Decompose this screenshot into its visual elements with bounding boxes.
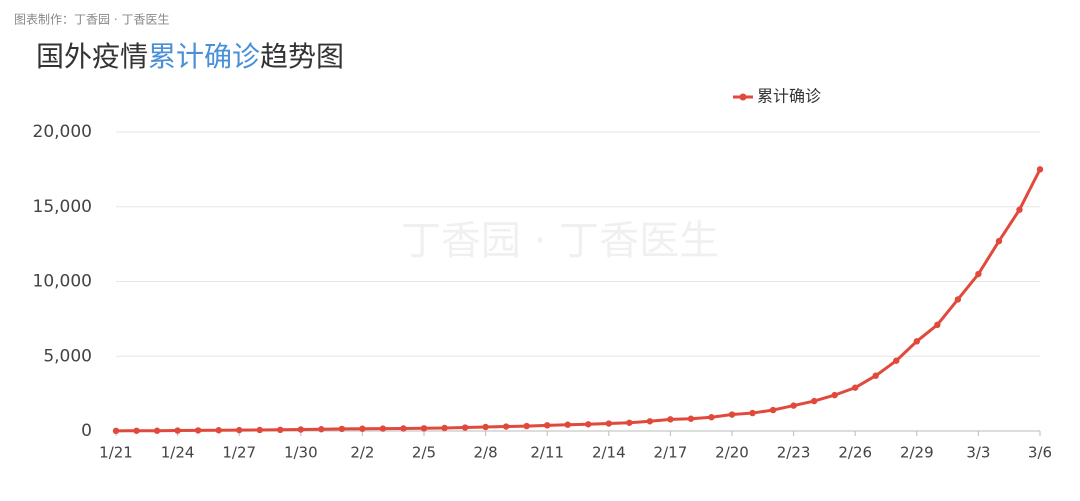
x-tick-label: 3/6 [1028, 444, 1052, 462]
x-tick-label: 2/20 [715, 444, 749, 462]
point [153, 427, 161, 434]
y-tick-label: 10,000 [33, 272, 92, 292]
x-tick-label: 3/3 [966, 444, 990, 462]
point [831, 391, 838, 399]
point [420, 425, 428, 432]
legend-label: 累计确诊 [757, 87, 821, 106]
point [379, 425, 387, 432]
point [318, 426, 325, 433]
point [975, 270, 982, 278]
point [769, 406, 777, 414]
point [544, 422, 551, 429]
point [605, 420, 612, 427]
point [461, 424, 469, 431]
point [194, 427, 202, 434]
watermark: 丁香园 · 丁香医生 [401, 218, 719, 264]
point [1016, 206, 1023, 213]
y-tick-label: 15,000 [33, 197, 92, 217]
point [564, 421, 571, 428]
point [215, 427, 222, 434]
point [297, 426, 304, 433]
x-tick-label: 1/21 [99, 444, 133, 462]
point [708, 414, 715, 421]
x-tick-label: 2/29 [900, 444, 934, 462]
point [893, 357, 900, 364]
point [338, 425, 346, 433]
x-tick-label: 1/24 [161, 444, 195, 462]
point [913, 338, 920, 345]
point [174, 427, 181, 434]
x-tick-label: 2/5 [412, 444, 436, 462]
point [277, 426, 284, 434]
line [115, 168, 1042, 433]
point [441, 424, 448, 432]
point [667, 416, 674, 423]
point [626, 419, 633, 426]
title-part: 国外疫情 [36, 40, 148, 73]
x-tick-label: 2/2 [350, 444, 374, 462]
title-highlight: 累计确诊 [148, 40, 260, 73]
point [1036, 166, 1044, 173]
point [852, 384, 859, 391]
x-tick-label: 2/14 [592, 444, 626, 462]
point [728, 411, 736, 418]
point [646, 418, 654, 425]
x-tick-label: 2/11 [530, 444, 564, 462]
legend-marker [739, 93, 747, 101]
point [256, 426, 263, 434]
x-tick-label: 2/23 [777, 444, 811, 462]
y-tick-label: 0 [81, 421, 92, 441]
point [995, 237, 1003, 245]
point [749, 409, 756, 417]
point [236, 426, 243, 434]
title-part: 趋势图 [260, 40, 344, 73]
x-tick-label: 2/26 [838, 444, 872, 462]
x-tick-label: 1/27 [222, 444, 256, 462]
x-tick-label: 2/8 [474, 444, 498, 462]
x-tick-label: 1/30 [284, 444, 318, 462]
credit: 图表制作：丁香园 · 丁香医生 [14, 13, 169, 27]
point [133, 427, 140, 434]
point [523, 422, 530, 430]
point [482, 423, 489, 431]
point [954, 296, 962, 303]
point [585, 421, 592, 428]
point [872, 372, 879, 379]
point [400, 425, 407, 432]
chart-title: 国外疫情累计确诊趋势图 [36, 40, 344, 73]
point [934, 321, 941, 329]
point [687, 415, 695, 422]
point [502, 423, 510, 430]
y-tick-label: 5,000 [43, 346, 92, 366]
point [790, 402, 797, 409]
point [112, 427, 120, 435]
point [359, 425, 366, 432]
x-tick-label: 2/17 [654, 444, 688, 462]
point [810, 397, 818, 405]
y-tick-label: 20,000 [33, 122, 92, 142]
